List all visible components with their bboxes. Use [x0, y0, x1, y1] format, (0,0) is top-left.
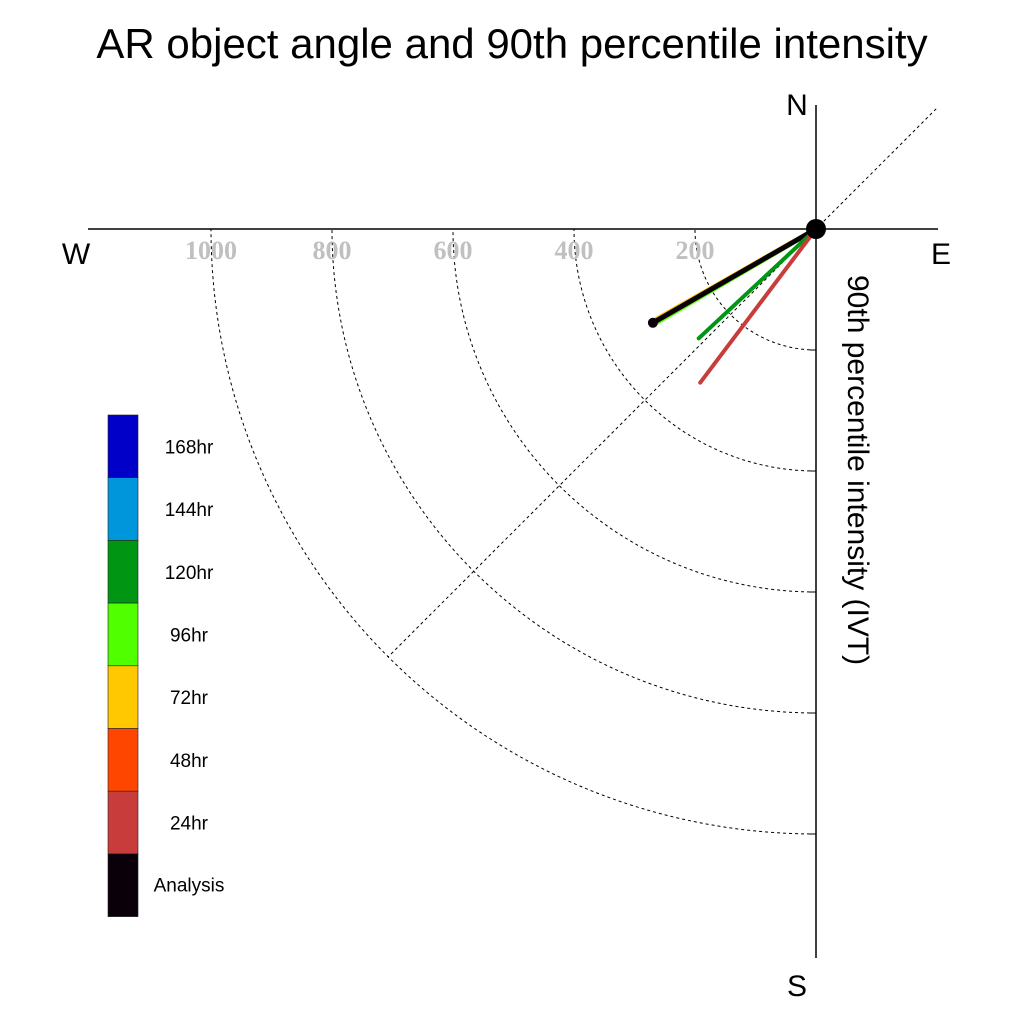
legend-swatch-24hr — [107, 790, 139, 855]
series-layer — [647, 226, 819, 385]
tick-label-400: 400 — [555, 236, 594, 265]
grid-arc-3 — [331, 228, 817, 714]
radial-axis-label: 90th percentile intensity (IVT) — [841, 275, 874, 665]
axis-layer — [88, 105, 938, 958]
legend: 168hr 144hr 120hr 96hr 72hr 48hr 24hr Analysis — [107, 414, 225, 917]
vector-120hr — [696, 227, 818, 341]
tick-label-200: 200 — [676, 236, 715, 265]
tick-label-600: 600 — [434, 236, 473, 265]
legend-label-96hr: 96hr — [170, 625, 209, 646]
legend-label-analysis: Analysis — [154, 875, 225, 896]
origin-marker — [806, 219, 826, 239]
grid-arc-0 — [694, 228, 817, 351]
legend-label-24hr: 24hr — [170, 814, 209, 835]
legend-label-168hr: 168hr — [165, 437, 214, 458]
grid-arc-2 — [452, 228, 817, 593]
legend-label-48hr: 48hr — [170, 751, 209, 772]
tick-label-800: 800 — [313, 236, 352, 265]
vector-analysis — [650, 226, 819, 326]
legend-label-72hr: 72hr — [170, 688, 209, 709]
legend-swatch-120hr — [107, 540, 139, 604]
tick-labels: 200 400 600 800 1000 — [185, 236, 715, 265]
compass-east: E — [931, 238, 951, 271]
legend-label-144hr: 144hr — [165, 500, 214, 521]
vector-end-analysis — [647, 317, 658, 328]
legend-swatch-96hr — [107, 602, 139, 667]
legend-swatch-72hr — [107, 665, 139, 729]
legend-label-120hr: 120hr — [165, 563, 214, 584]
compass-north: N — [786, 89, 808, 122]
legend-swatch-168hr — [107, 414, 139, 479]
legend-swatch-144hr — [107, 477, 139, 541]
vector-24hr — [698, 227, 818, 385]
compass-west: W — [62, 238, 91, 271]
tick-label-1000: 1000 — [185, 236, 237, 265]
grid-arc-1 — [573, 228, 817, 472]
legend-swatch-analysis — [107, 853, 139, 917]
grid-layer — [210, 108, 937, 835]
legend-swatch-48hr — [107, 728, 139, 792]
compass-south: S — [787, 970, 807, 1003]
chart-title: AR object angle and 90th percentile inte… — [96, 20, 927, 67]
